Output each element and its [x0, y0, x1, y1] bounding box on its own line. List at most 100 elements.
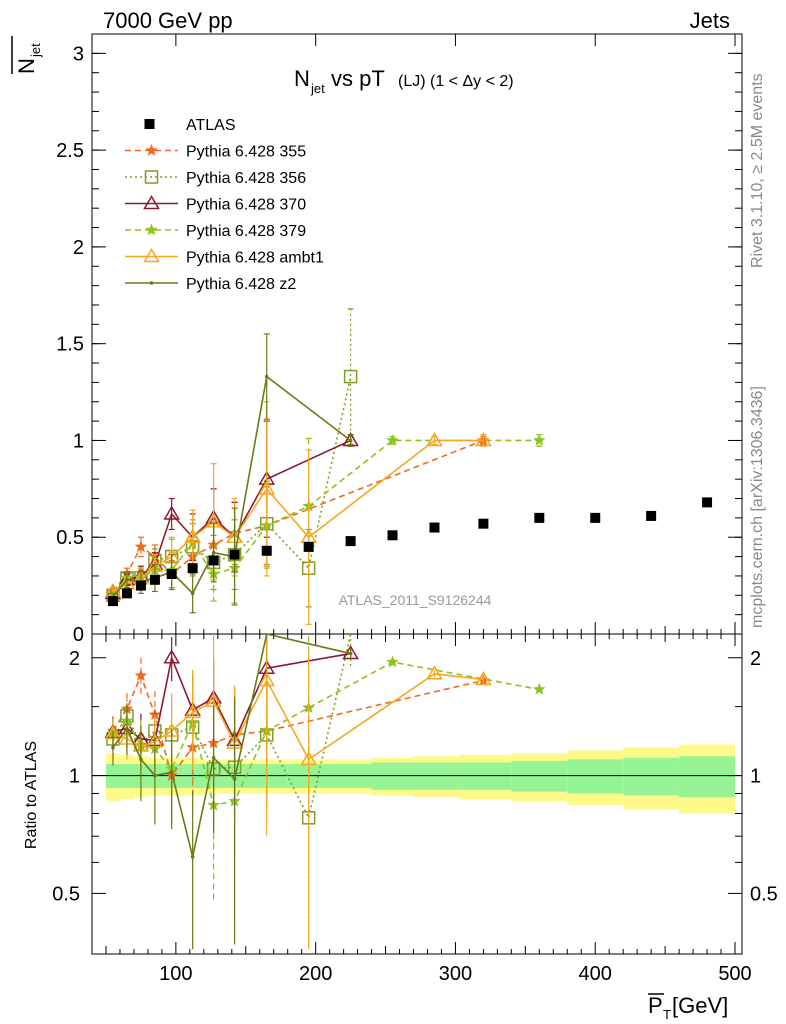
ratio-series-line	[112, 672, 484, 761]
x-axis-title-rest: [GeV]	[672, 993, 728, 1018]
band-inner-segment	[623, 757, 680, 796]
x-tick-label: 300	[439, 963, 472, 985]
plot-title-main: N	[294, 66, 310, 91]
atlas-point	[303, 541, 314, 552]
ratio-tick-label-right: 2	[750, 648, 761, 670]
legend-label: Pythia 6.428 356	[186, 170, 306, 187]
ratio-series-line	[112, 633, 351, 858]
atlas-point	[702, 497, 713, 508]
atlas-point	[429, 522, 440, 533]
atlas-point	[387, 530, 398, 541]
y-tick-label: 0	[73, 624, 84, 646]
atlas-point	[261, 545, 272, 556]
legend-label: ATLAS	[186, 117, 236, 134]
y-tick-label: 1.5	[56, 334, 84, 356]
atlas-point	[590, 512, 601, 523]
ratio-point	[532, 682, 546, 695]
plot-title-small: (LJ) (1 < Δy < 2)	[398, 73, 514, 90]
series-point	[343, 369, 358, 384]
series-point	[125, 578, 129, 582]
legend-marker	[149, 281, 154, 285]
legend-label: Pythia 6.428 ambt1	[186, 250, 324, 267]
atlas-point	[149, 574, 160, 585]
axes: 100 200 300 400 500 0 0.5 1 1.5 2 2.5 3 0.5 0.5 1 1 2 2	[52, 34, 778, 985]
y-axis-title-sub: jet	[28, 43, 43, 58]
series-0	[106, 433, 490, 597]
y-tick-label: 3	[73, 43, 84, 65]
x-axis-title-main: P	[648, 993, 663, 1018]
atlas-point	[534, 512, 545, 523]
legend: ATLAS Pythia 6.428 355 Pythia 6.428 356 Pyt…	[125, 117, 324, 293]
plot-title: N jet vs pT (LJ) (1 < Δy < 2)	[294, 66, 514, 96]
band-inner-segment	[458, 762, 512, 790]
atlas-point	[229, 549, 240, 560]
ratio-point	[258, 671, 276, 687]
atlas-point	[478, 518, 489, 529]
series-point	[264, 374, 269, 379]
series-line	[112, 439, 351, 594]
ratio-point	[205, 692, 222, 707]
x-axis-title: P T [GeV]	[648, 993, 728, 1022]
ratio-point	[300, 750, 317, 766]
legend-marker	[145, 143, 158, 156]
header-right: Jets	[690, 8, 730, 33]
header-left: 7000 GeV pp	[103, 8, 233, 33]
series-point	[184, 528, 201, 543]
y-tick-label: 2.5	[56, 140, 84, 162]
series-point	[211, 550, 216, 555]
legend-label: Pythia 6.428 z2	[186, 276, 296, 293]
ratio-point	[211, 756, 216, 760]
rivet-note: Rivet 3.1.10, ≥ 2.5M events	[749, 73, 766, 268]
band-inner-segment	[679, 756, 736, 798]
series-point	[386, 433, 399, 446]
ratio-point	[348, 651, 353, 656]
ratio-tick-label-left: 0.5	[52, 883, 80, 905]
ratio-point	[111, 745, 115, 750]
atlas-point	[121, 588, 132, 599]
x-tick-label: 500	[718, 963, 751, 985]
atlas-point	[646, 510, 657, 521]
atlas-point	[107, 596, 118, 607]
ratio-axis-title: Ratio to ATLAS	[23, 741, 40, 849]
ratio-point	[386, 655, 399, 668]
legend-marker	[144, 170, 159, 184]
band-inner-segment	[413, 762, 459, 790]
mcplots-note: mcplots.cern.ch [arXiv:1306.3436]	[749, 386, 766, 628]
ratio-series-line	[112, 673, 484, 778]
ratio-point	[184, 703, 201, 719]
series-1	[106, 308, 358, 608]
series-point	[426, 431, 443, 447]
ratio-tick-label-left: 1	[69, 766, 80, 788]
atlas-point	[187, 563, 198, 574]
legend-label: Pythia 6.428 355	[186, 144, 306, 161]
ratio-tick-label-right: 1	[750, 766, 761, 788]
ratio-point	[125, 726, 129, 731]
series-point	[348, 438, 353, 443]
ratio-tick-label-right: 0.5	[750, 883, 778, 905]
series-line	[112, 439, 484, 593]
series-point	[190, 591, 195, 596]
ratio-point	[232, 777, 237, 781]
x-tick-label: 100	[159, 963, 192, 985]
ratio-tick-label-left: 2	[69, 648, 80, 670]
legend-marker	[145, 223, 158, 236]
atlas-point	[166, 569, 177, 579]
legend-marker	[143, 248, 160, 263]
band-inner-segment	[371, 762, 414, 790]
series-point	[258, 480, 276, 495]
ratio-point	[426, 665, 443, 680]
y-axis-title: N jet	[11, 36, 43, 74]
x-tick-label: 400	[579, 963, 612, 985]
series-4	[104, 401, 492, 625]
atlas-point	[135, 580, 146, 591]
series-point	[163, 505, 180, 520]
plot-title-sub: jet	[310, 81, 325, 96]
ratio-plot-marks	[104, 633, 546, 950]
x-tick-label: 200	[299, 963, 332, 985]
ratio-point	[475, 670, 492, 686]
analysis-watermark: ATLAS_2011_S9126244	[339, 592, 492, 608]
ratio-series-5	[111, 633, 353, 950]
ratio-point	[134, 669, 148, 682]
atlas-data	[107, 497, 713, 607]
